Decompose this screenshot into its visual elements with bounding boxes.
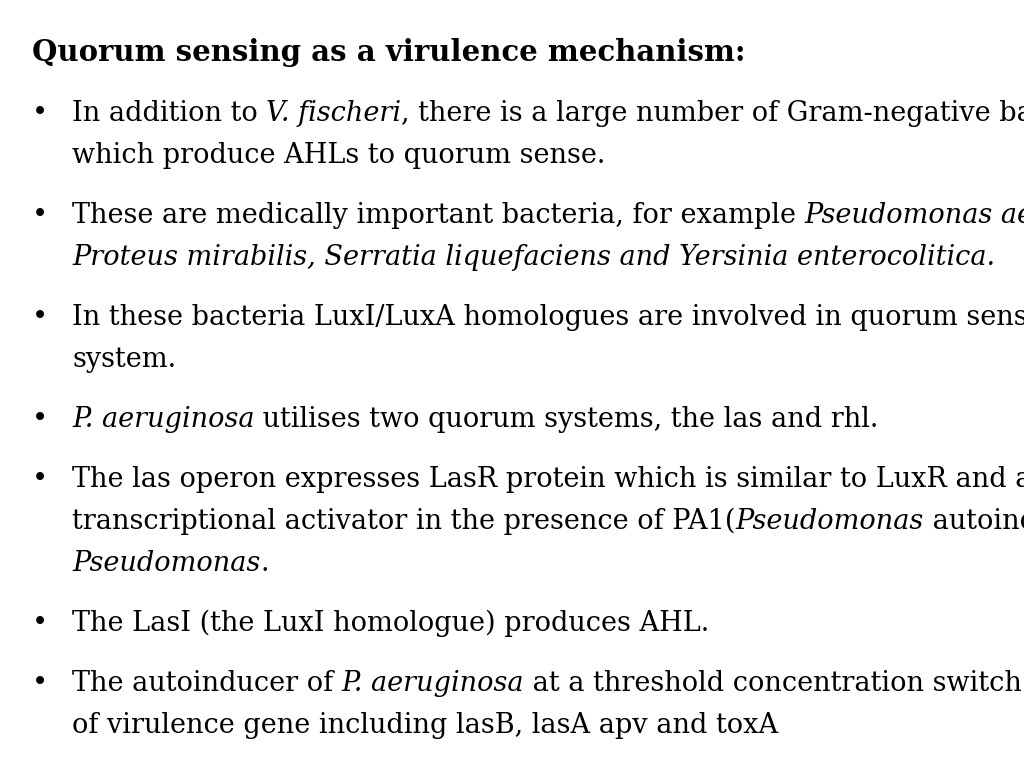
Text: The autoinducer of: The autoinducer of bbox=[72, 670, 342, 697]
Text: at a threshold concentration switch on a group: at a threshold concentration switch on a… bbox=[524, 670, 1024, 697]
Text: Quorum sensing as a virulence mechanism:: Quorum sensing as a virulence mechanism: bbox=[32, 38, 745, 67]
Text: transcriptional activator in the presence of PA1(: transcriptional activator in the presenc… bbox=[72, 508, 735, 535]
Text: The LasI (the LuxI homologue) produces AHL.: The LasI (the LuxI homologue) produces A… bbox=[72, 610, 710, 637]
Text: These are medically important bacteria, for example: These are medically important bacteria, … bbox=[72, 202, 805, 229]
Text: which produce AHLs to quorum sense.: which produce AHLs to quorum sense. bbox=[72, 142, 605, 169]
Text: of virulence gene including lasB, lasA apv and toxA: of virulence gene including lasB, lasA a… bbox=[72, 712, 778, 739]
Text: utilises two quorum systems, the las and rhl.: utilises two quorum systems, the las and… bbox=[255, 406, 879, 433]
Text: .: . bbox=[260, 550, 268, 577]
Text: Proteus mirabilis, Serratia liquefaciens and Yersinia enterocolitica.: Proteus mirabilis, Serratia liquefaciens… bbox=[72, 244, 995, 271]
Text: •: • bbox=[32, 466, 48, 493]
Text: P. aeruginosa: P. aeruginosa bbox=[72, 406, 255, 433]
Text: The las operon expresses LasR protein which is similar to LuxR and acts as: The las operon expresses LasR protein wh… bbox=[72, 466, 1024, 493]
Text: Pseudomonas: Pseudomonas bbox=[735, 508, 924, 535]
Text: In these bacteria LuxI/LuxA homologues are involved in quorum sensing: In these bacteria LuxI/LuxA homologues a… bbox=[72, 304, 1024, 331]
Text: •: • bbox=[32, 670, 48, 697]
Text: •: • bbox=[32, 202, 48, 229]
Text: autoinducer 1) of: autoinducer 1) of bbox=[924, 508, 1024, 535]
Text: In addition to: In addition to bbox=[72, 100, 266, 127]
Text: P. aeruginosa: P. aeruginosa bbox=[342, 670, 524, 697]
Text: system.: system. bbox=[72, 346, 176, 373]
Text: •: • bbox=[32, 304, 48, 331]
Text: Pseudomonas aeruginosa,: Pseudomonas aeruginosa, bbox=[805, 202, 1024, 229]
Text: Pseudomonas: Pseudomonas bbox=[72, 550, 260, 577]
Text: , there is a large number of Gram-negative bacteria: , there is a large number of Gram-negati… bbox=[401, 100, 1024, 127]
Text: •: • bbox=[32, 100, 48, 127]
Text: •: • bbox=[32, 610, 48, 637]
Text: V. fischeri: V. fischeri bbox=[266, 100, 401, 127]
Text: •: • bbox=[32, 406, 48, 433]
